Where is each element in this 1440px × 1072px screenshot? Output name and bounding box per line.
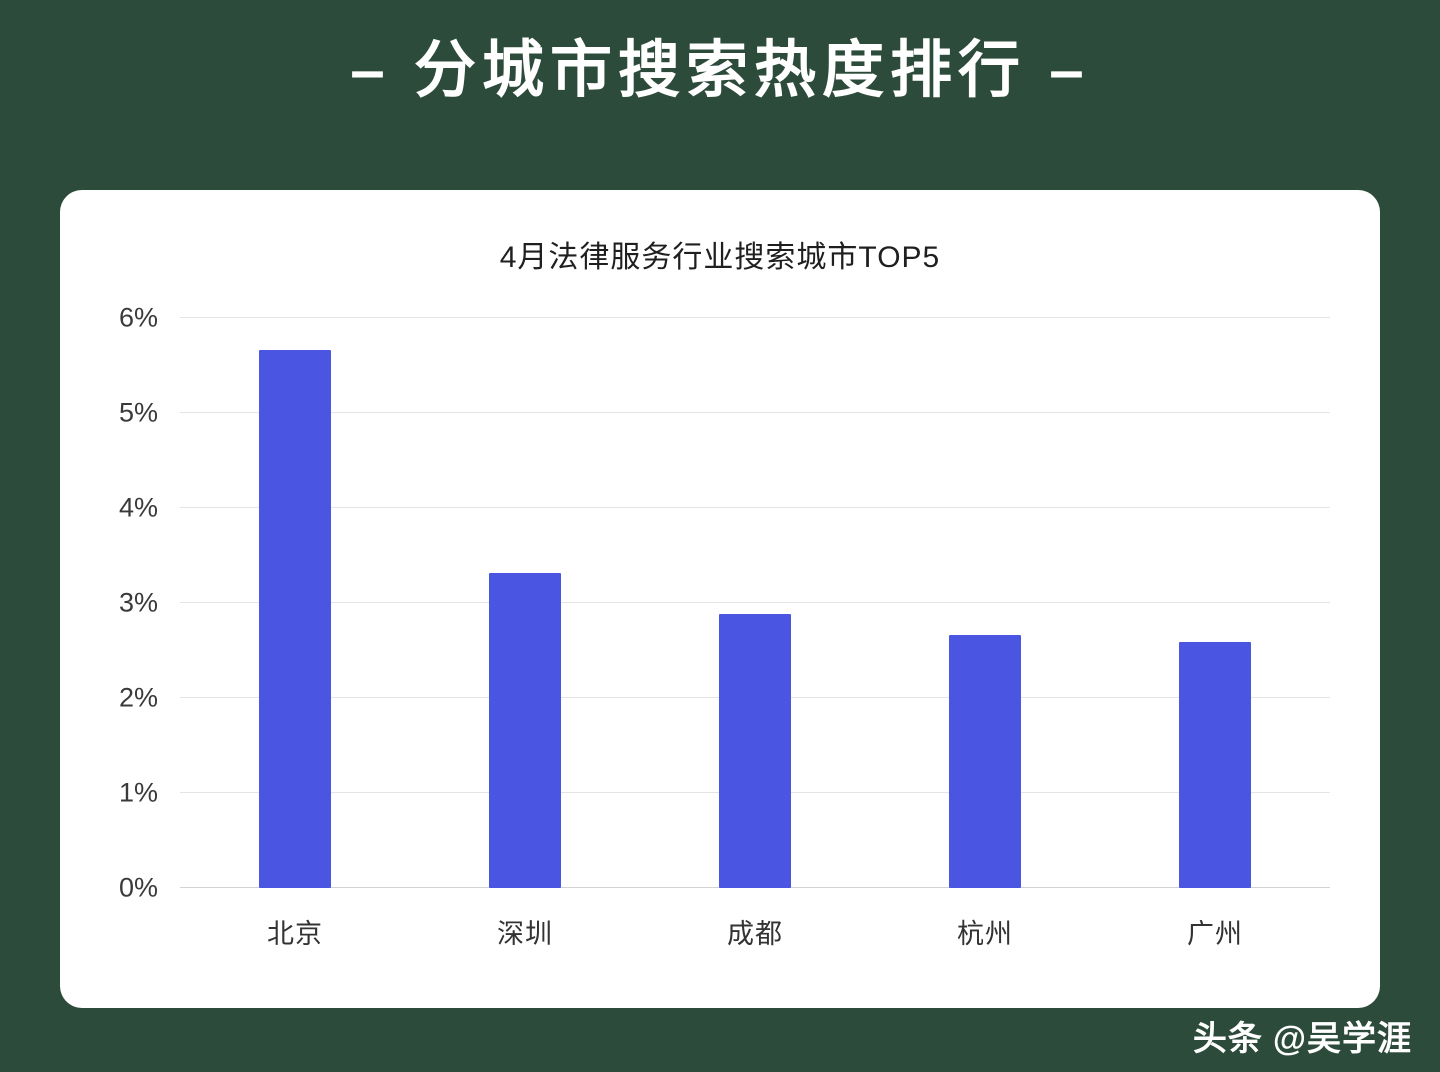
toutiao-logo: 头条 [1192,1020,1263,1058]
bar-广州 [1179,642,1251,889]
gridline [180,412,1330,414]
bar-slot [410,318,640,889]
page-title: – 分城市搜索热度排行 – [350,36,1090,105]
x-axis: 北京 深圳 成都 杭州 广州 [180,912,1330,951]
y-tick-label: 0% [118,872,158,903]
chart-title: 4月法律服务行业搜索城市TOP5 [499,241,941,275]
plot-area [180,317,1330,889]
bar-成都 [719,613,791,889]
bar-chart: 0% 1% 2% 3% 4% 5% 6% 北京 深圳 成都 杭州 广州 [60,304,1330,951]
x-tick-label: 深圳 [497,919,553,950]
x-tick-label: 成都 [727,919,783,950]
x-tick-label: 广州 [1187,919,1243,950]
watermark-handle: @吴学涯 [1272,1020,1412,1058]
y-tick-label: 2% [118,682,158,713]
x-tick-label: 北京 [267,919,323,950]
plot-wrap: 北京 深圳 成都 杭州 广州 [180,317,1330,951]
bar-slot [180,318,410,889]
bar-slot [640,318,870,889]
watermark: 头条 @吴学涯 [1193,1011,1412,1060]
y-tick-label: 5% [118,397,158,428]
bar-北京 [259,349,331,889]
x-tick-label: 杭州 [957,919,1013,950]
bar-杭州 [949,634,1021,889]
bar-深圳 [489,573,561,889]
y-axis: 0% 1% 2% 3% 4% 5% 6% [60,304,180,901]
chart-card: 4月法律服务行业搜索城市TOP5 0% 1% 2% 3% 4% 5% 6% 北京 深圳 成都 杭州… [60,190,1380,1009]
gridline [180,317,1330,319]
y-tick-label: 3% [118,587,158,618]
bar-slot [1100,318,1330,889]
y-tick-label: 4% [118,492,158,523]
y-tick-label: 1% [118,777,158,808]
y-tick-label: 6% [118,302,158,333]
gridline [180,507,1330,509]
gridline [180,602,1330,604]
bar-slot [870,318,1100,889]
bars [180,318,1330,889]
